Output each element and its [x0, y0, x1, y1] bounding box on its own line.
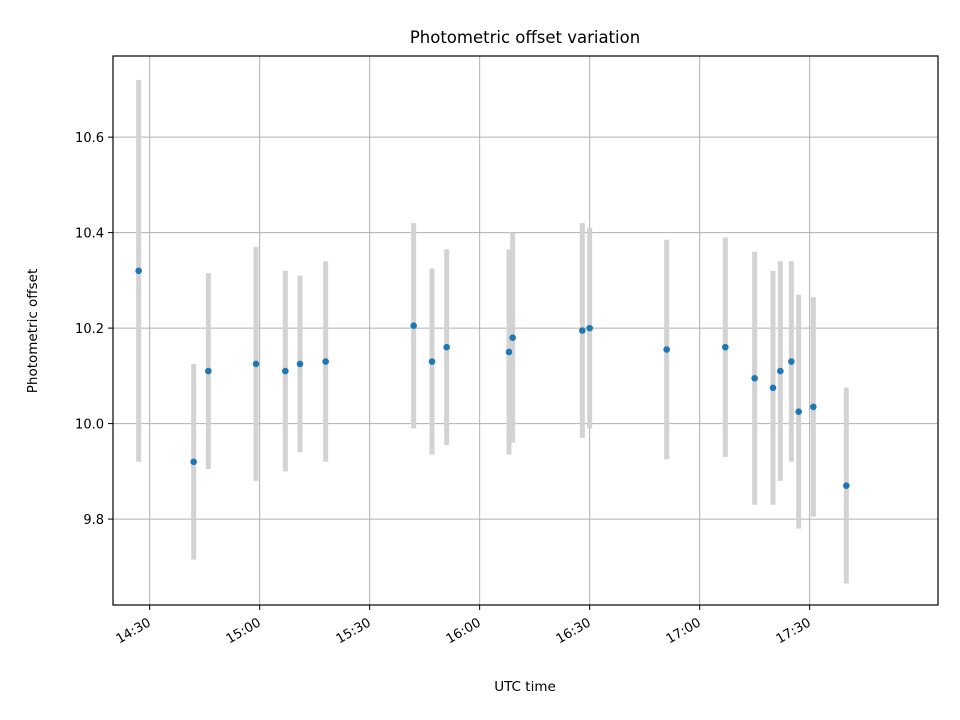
y-tick-label: 9.8: [83, 513, 104, 528]
data-point: [205, 367, 212, 375]
data-point: [135, 267, 142, 275]
data-point: [579, 327, 586, 334]
data-point: [795, 408, 802, 415]
data-point: [252, 360, 260, 368]
y-tick-label: 10.4: [75, 227, 104, 242]
y-tick-label: 10.2: [75, 322, 104, 337]
data-point: [810, 403, 817, 411]
data-point: [322, 358, 329, 365]
x-axis-label: UTC time: [494, 679, 556, 695]
y-tick-label: 10.6: [75, 131, 104, 146]
data-point: [751, 374, 758, 382]
data-point: [505, 348, 513, 356]
data-point: [788, 358, 795, 365]
data-point: [586, 324, 593, 332]
y-axis-label: Photometric offset: [25, 269, 41, 393]
data-point: [722, 343, 729, 351]
data-point: [663, 346, 670, 353]
chart-title: Photometric offset variation: [410, 28, 640, 47]
data-point: [296, 360, 304, 368]
y-ticks: 9.8 10.0 10.2 10.4 10.6: [75, 131, 113, 528]
data-point: [190, 458, 197, 466]
data-point: [410, 322, 417, 330]
y-tick-label: 10.0: [75, 418, 104, 433]
data-point: [443, 343, 450, 351]
data-point: [777, 367, 784, 375]
data-point: [428, 358, 436, 365]
plot-frame: [112, 55, 939, 606]
data-point: [843, 482, 850, 489]
data-point: [509, 334, 516, 341]
data-point: [282, 367, 289, 375]
data-point: [769, 384, 777, 392]
data-points: [135, 267, 850, 489]
